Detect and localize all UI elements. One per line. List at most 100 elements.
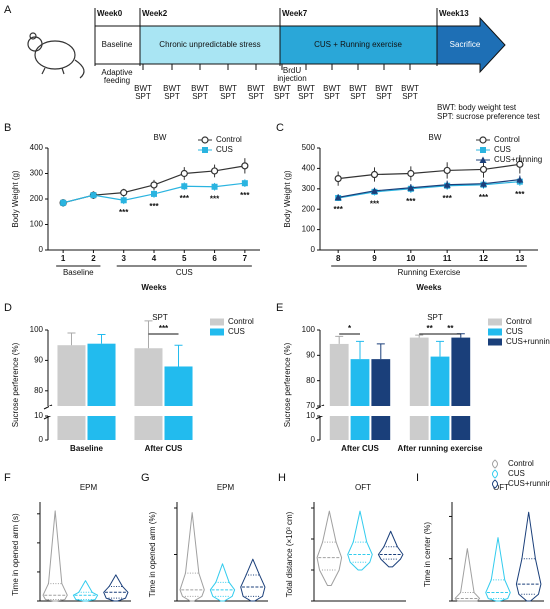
marker	[479, 156, 487, 163]
x-tick-label: 3	[121, 254, 126, 263]
legend-label: CUS	[228, 327, 245, 336]
significance: ***	[119, 208, 129, 217]
legend-label: CUS	[216, 145, 233, 154]
rat-icon	[27, 32, 85, 79]
significance: ***	[479, 193, 489, 202]
violin	[485, 537, 511, 602]
y-tick-label: 70	[306, 401, 315, 410]
significance: **	[447, 324, 454, 333]
x-axis-label: Weeks	[141, 283, 167, 292]
test-label: BWT	[134, 84, 152, 93]
week-label: Week2	[142, 9, 168, 18]
marker	[151, 190, 157, 197]
significance: ***	[240, 191, 250, 200]
note: injection	[277, 74, 306, 83]
violin	[42, 510, 68, 602]
x-tick-label: Baseline	[70, 444, 103, 453]
y-tick-label: 90	[34, 356, 43, 365]
y-tick-label: 100	[30, 220, 44, 229]
marker	[407, 169, 415, 178]
y-tick-label: 100	[302, 325, 316, 334]
violin	[209, 563, 236, 602]
violin	[240, 558, 266, 602]
violin	[179, 512, 205, 602]
panel-label: A	[4, 4, 12, 16]
y-tick-label: 500	[302, 143, 316, 152]
test-label: BWT	[375, 84, 393, 93]
marker	[181, 183, 188, 190]
marker	[120, 197, 127, 204]
y-axis-label: Sucrose perference (%)	[283, 342, 292, 427]
stage-label: Chronic unpredictable stress	[159, 40, 260, 49]
test-label: SPT	[298, 92, 314, 101]
error-bar	[335, 335, 344, 344]
test-label: SPT	[274, 92, 290, 101]
marker	[479, 165, 488, 174]
error-bar	[415, 334, 424, 338]
x-tick-label: 7	[243, 254, 248, 263]
significance: ***	[210, 195, 220, 204]
group-label: Baseline	[63, 268, 94, 277]
y-tick-label: 0	[311, 245, 316, 254]
error-bar	[174, 344, 183, 367]
marker	[516, 176, 524, 183]
test-label: BWT	[273, 84, 291, 93]
legend-label: Control	[216, 135, 242, 144]
test-label: SPT	[135, 92, 151, 101]
legend-label: CUS+running	[506, 337, 550, 346]
marker	[202, 147, 208, 153]
note: BrdU	[283, 66, 301, 75]
bar	[134, 348, 163, 440]
y-tick-label: 300	[30, 169, 44, 178]
violin	[515, 511, 542, 602]
x-tick-label: 9	[372, 254, 377, 263]
y-tick-label: 100	[30, 325, 44, 334]
test-label: SPT	[324, 92, 340, 101]
group-label: CUS	[176, 268, 193, 277]
legend-label: CUS	[508, 469, 525, 478]
test-label: SPT	[376, 92, 392, 101]
marker	[480, 180, 487, 187]
legend-swatch	[210, 318, 224, 326]
test-label: SPT	[164, 92, 180, 101]
y-tick-label: 100	[302, 225, 316, 234]
timeline: A Week0 Week2 Week7 Week13 Baseline Chro…	[4, 4, 540, 121]
y-tick-label: 200	[302, 204, 316, 213]
week-label: Week0	[97, 9, 123, 18]
stage-box	[139, 25, 281, 65]
legend-swatch	[488, 338, 502, 346]
y-axis-label: Body Weight (g)	[283, 170, 292, 228]
legend-label: Control	[506, 317, 532, 326]
panel-label: D	[4, 302, 12, 314]
panel-label: B	[4, 122, 11, 134]
week-label: Week7	[282, 9, 308, 18]
y-tick-label: 90	[306, 350, 315, 359]
significance: ***	[370, 200, 380, 209]
x-tick-label: 13	[515, 254, 524, 263]
error-bar	[436, 340, 444, 357]
x-tick-label: 8	[336, 254, 341, 263]
test-markers: BWTSPTBWTSPTBWTSPTBWTSPTBWTSPTBWTSPTBWTS…	[134, 64, 419, 101]
legend-label: Control	[508, 459, 534, 468]
bar	[57, 345, 86, 440]
test-label: SPT	[402, 92, 418, 101]
test-label: SPT	[350, 92, 366, 101]
chart-title: EPM	[80, 483, 98, 492]
chart-title: EPM	[217, 483, 235, 492]
marker	[60, 199, 67, 206]
y-axis-label: Sucrose perference (%)	[11, 342, 20, 427]
stage-box	[94, 25, 141, 65]
y-tick-label: 0	[39, 245, 44, 254]
y-tick-label: 0	[311, 435, 316, 444]
error-bar	[67, 332, 76, 346]
chart-title: OFT	[355, 483, 371, 492]
test-label: SPT	[220, 92, 236, 101]
significance: ***	[442, 194, 452, 203]
x-tick-label: 4	[152, 254, 157, 263]
y-tick-label: 80	[306, 376, 315, 385]
note: Adaptive	[101, 68, 133, 77]
y-tick-label: 80	[34, 386, 43, 395]
significance: **	[426, 324, 433, 333]
stage-label: CUS + Running exercise	[314, 40, 402, 49]
